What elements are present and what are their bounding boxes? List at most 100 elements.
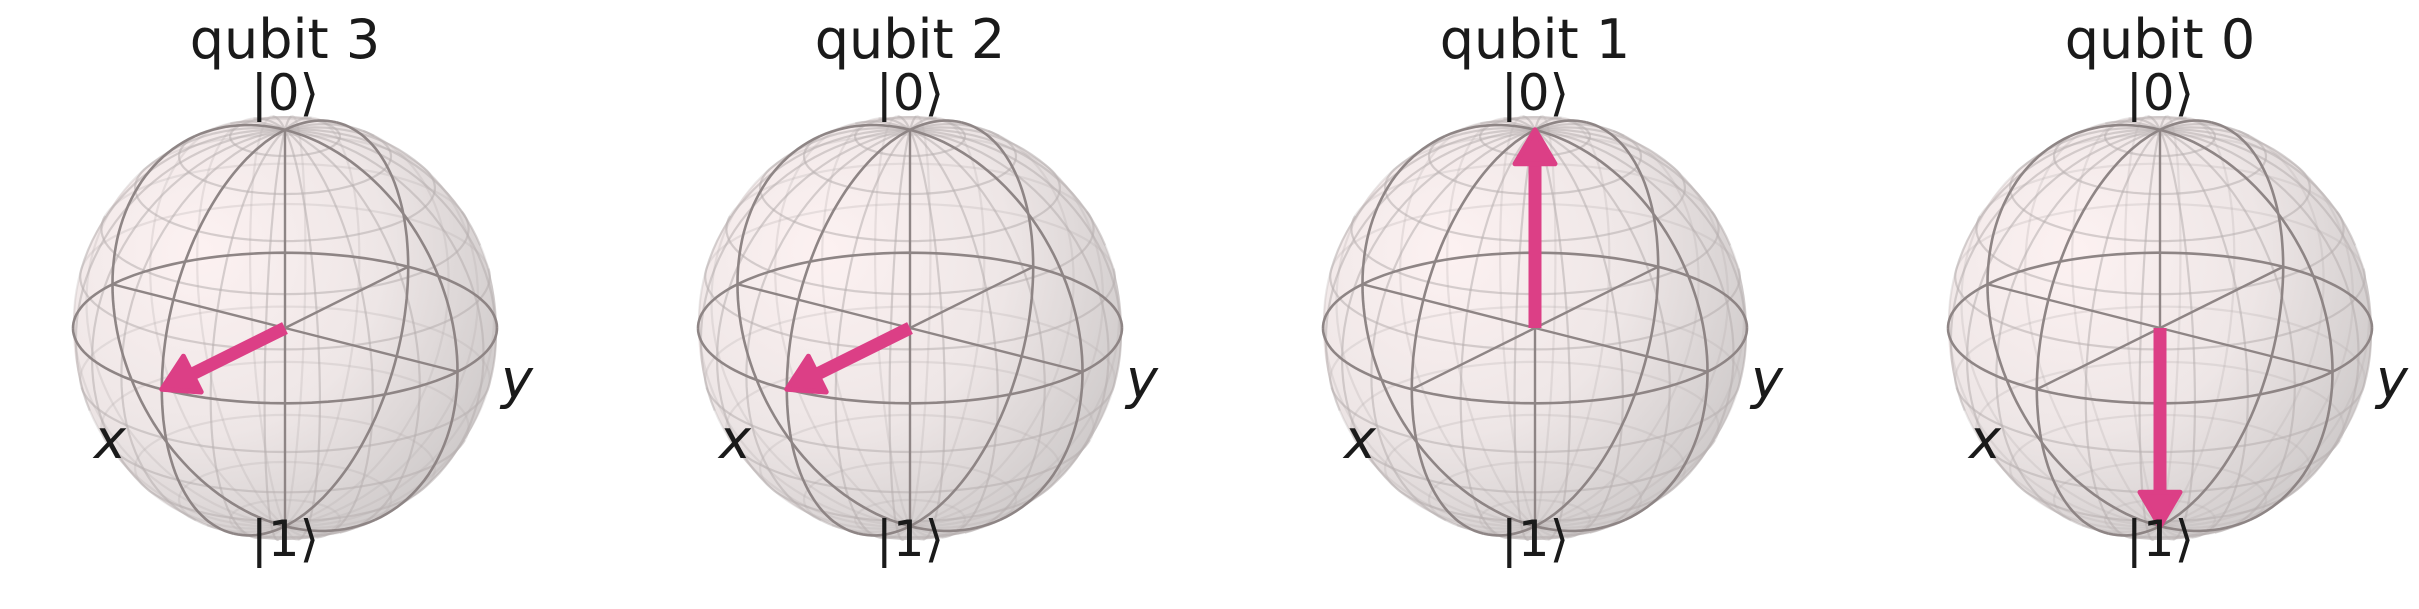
latitude-line (725, 360, 1095, 446)
latitude-line (1955, 387, 2042, 440)
latitude-line (705, 202, 1115, 271)
longitude-line (1955, 128, 2161, 271)
neg-x-axis-line (284, 265, 409, 330)
neg-x-axis-line (1534, 265, 1659, 330)
longitude-line (1534, 128, 1624, 539)
longitude-line (2070, 134, 2325, 533)
neg-x-axis-line (2159, 265, 2284, 330)
longitude-line (2158, 129, 2196, 541)
longitude-line (90, 128, 286, 492)
latitude-line (133, 413, 437, 492)
state-vector-head (2137, 489, 2183, 529)
state-vector-shaft (814, 322, 913, 380)
longitude-line (1949, 128, 2161, 411)
longitude-line (1533, 115, 1542, 131)
longitude-line (1340, 128, 1536, 492)
x-axis-label: x (92, 408, 127, 471)
latitude-line (705, 387, 792, 440)
qubit-title: qubit 1 (1440, 8, 1630, 71)
longitude-line (2159, 123, 2250, 137)
latitude-line (1350, 360, 1720, 446)
latitude-line (2008, 168, 2074, 233)
longitude-line (1534, 128, 1732, 246)
qubit-title: qubit 3 (190, 8, 380, 71)
xz-meridian (284, 119, 337, 131)
longitude-line (909, 116, 937, 131)
longitude-line (705, 128, 911, 271)
longitude-line (2159, 128, 2296, 534)
longitude-line (1534, 123, 1625, 137)
longitude-line (1534, 116, 1562, 131)
longitude-line (2158, 115, 2167, 131)
longitude-line (2159, 128, 2249, 539)
equator-circle (1946, 328, 2038, 391)
latitude-line (2053, 439, 2341, 494)
longitude-line (1534, 128, 1671, 534)
longitude-line (283, 129, 321, 541)
x-axis-label: x (1967, 408, 2002, 471)
neg-y-axis-line (112, 283, 286, 330)
longitude-line (878, 117, 911, 131)
longitude-line (1370, 128, 1536, 522)
equator-circle (2036, 327, 2374, 405)
neg-x-axis-line (909, 265, 1034, 330)
state-vector-shaft (189, 322, 288, 380)
longitude-line (2084, 129, 2161, 540)
latitude-line (1473, 129, 1643, 196)
latitude-line (758, 413, 1062, 492)
equator-circle (786, 327, 1124, 405)
x-axis-label: x (1342, 408, 1377, 471)
longitude-line (908, 115, 917, 131)
ket-one-label: |1⟩ (2126, 510, 2194, 568)
neg-y-axis-line (1987, 283, 2161, 330)
longitude-line (855, 120, 911, 131)
longitude-line (284, 128, 482, 246)
longitude-line (909, 128, 1107, 246)
longitude-line (1960, 168, 2302, 529)
longitude-line (85, 168, 427, 529)
longitude-line (883, 116, 986, 540)
y-axis-line (909, 326, 1083, 373)
longitude-line (284, 123, 375, 137)
longitude-line (284, 116, 312, 131)
state-vector-head (159, 353, 204, 395)
qubit-title: qubit 0 (2065, 8, 2255, 71)
latitude-line (1330, 387, 1417, 440)
latitude-line (1955, 202, 2365, 271)
state-vector-head (1512, 127, 1558, 167)
longitude-line (272, 115, 286, 131)
yz-meridian (1444, 123, 1536, 138)
equator-circle (71, 251, 499, 329)
latitude-line (1357, 443, 1429, 482)
y-axis-label: y (499, 348, 534, 411)
longitude-line (710, 168, 1052, 529)
longitude-line (2147, 115, 2161, 131)
longitude-line (147, 164, 480, 530)
longitude-line (1445, 134, 1700, 533)
longitude-line (253, 117, 286, 131)
y-axis-label: y (2374, 348, 2409, 411)
yz-meridian (1986, 135, 2251, 533)
latitude-line (1982, 443, 2054, 482)
yz-meridian (194, 123, 286, 138)
longitude-line (2159, 128, 2360, 488)
ket-zero-label: |0⟩ (2126, 64, 2194, 122)
longitude-line (1965, 128, 2161, 492)
yz-meridian (819, 123, 911, 138)
longitude-line (283, 115, 292, 131)
longitude-line (1522, 115, 1536, 131)
longitude-line (195, 134, 450, 533)
latitude-line (133, 168, 199, 233)
longitude-line (249, 115, 298, 541)
longitude-line (2133, 116, 2236, 540)
equator-circle (696, 251, 1124, 329)
latitude-line (1383, 413, 1687, 492)
equator-circle (1946, 251, 2374, 329)
longitude-line (874, 115, 923, 541)
longitude-line (1322, 269, 1740, 528)
yz-meridian (2159, 128, 2334, 521)
longitude-line (2071, 117, 2192, 539)
longitude-line (715, 128, 911, 492)
bloch-sphere-2: qubit 1|0⟩ |1⟩ x y (1321, 8, 1784, 568)
latitude-line (178, 439, 466, 494)
